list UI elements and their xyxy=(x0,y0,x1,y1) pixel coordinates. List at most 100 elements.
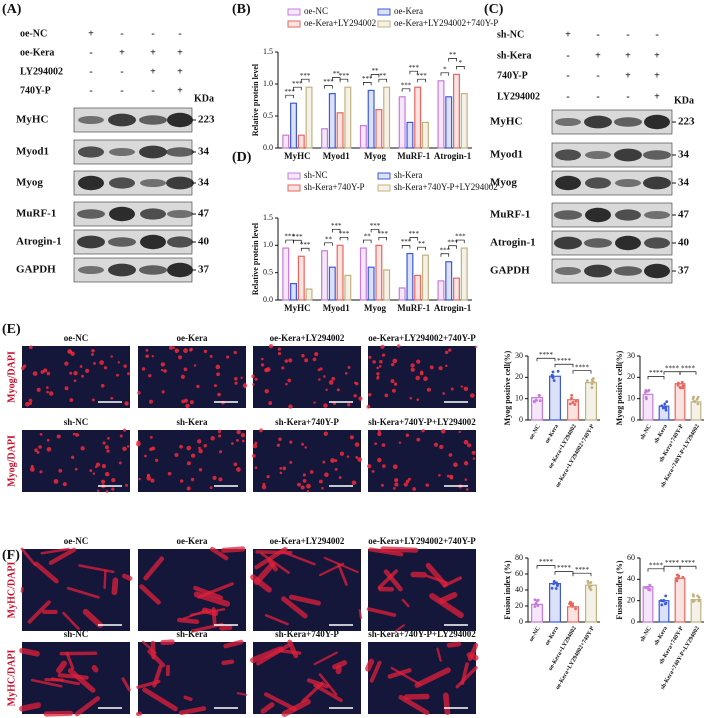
significance-bracket xyxy=(440,253,450,257)
data-point xyxy=(679,386,683,390)
data-point xyxy=(662,598,666,602)
nucleus xyxy=(99,360,104,365)
significance-label: ** xyxy=(449,51,457,59)
image-label: sh-Kera xyxy=(177,629,208,639)
nucleus xyxy=(151,446,156,451)
significance-bracket xyxy=(339,236,349,241)
data-point xyxy=(556,582,560,586)
nucleus xyxy=(161,390,165,394)
blot-band xyxy=(615,209,641,221)
legend-label: oe-NC xyxy=(304,6,328,16)
data-point xyxy=(680,380,684,384)
nucleus xyxy=(392,358,398,364)
myotube xyxy=(455,666,478,689)
nucleus xyxy=(458,430,462,434)
nucleus xyxy=(73,371,78,376)
y-tick-label: 0.5 xyxy=(263,267,273,276)
blot-band xyxy=(77,235,105,249)
significance-bracket xyxy=(300,247,310,252)
nucleus xyxy=(392,486,396,490)
significance-label: **** xyxy=(575,566,590,574)
nucleus xyxy=(394,482,399,487)
data-point xyxy=(643,390,647,394)
nucleus xyxy=(302,473,306,477)
condition-sign: - xyxy=(89,66,92,77)
nucleus xyxy=(323,403,328,408)
significance-bracket xyxy=(293,86,302,91)
significance-label: **** xyxy=(649,369,664,377)
nucleus xyxy=(72,432,76,436)
data-point xyxy=(648,583,652,587)
condition-sign: - xyxy=(120,28,123,39)
myotube xyxy=(27,600,51,624)
nucleus xyxy=(334,459,338,463)
myotube xyxy=(19,647,40,657)
micrograph xyxy=(368,430,476,492)
x-tick-label: oe-Kera+LY294002+740Y-P xyxy=(555,423,596,488)
bar xyxy=(406,121,414,149)
image-label: sh-Kera+740Y-P+LY294002 xyxy=(368,417,476,427)
nucleus xyxy=(160,362,166,367)
nucleus xyxy=(148,373,152,378)
nucleus xyxy=(265,367,271,372)
nucleus xyxy=(149,435,153,439)
data-point xyxy=(695,397,699,401)
nucleus xyxy=(233,350,237,355)
condition-sign: - xyxy=(596,91,599,102)
kda-unit: KDa xyxy=(674,95,694,106)
nucleus xyxy=(281,366,285,370)
significance-bracket xyxy=(401,88,411,92)
nucleus xyxy=(324,472,329,478)
nucleus xyxy=(252,443,258,449)
nucleus xyxy=(32,371,38,376)
nucleus xyxy=(217,392,221,397)
myotube xyxy=(278,649,302,655)
kda-value: 37 xyxy=(678,265,690,277)
myotube xyxy=(221,659,235,666)
y-tick-label: 1.5 xyxy=(263,213,273,222)
bar xyxy=(690,401,702,421)
stain-label: Myog/DAPI xyxy=(6,435,17,487)
y-tick-label: 1.0 xyxy=(263,240,273,249)
bar xyxy=(290,102,298,149)
significance-label: **** xyxy=(575,363,590,371)
data-point xyxy=(554,587,558,590)
significance-label: *** xyxy=(447,238,458,246)
nucleus xyxy=(367,463,372,469)
nucleus xyxy=(141,367,146,371)
nucleus xyxy=(46,447,52,452)
nucleus xyxy=(20,366,25,371)
nucleus xyxy=(196,384,200,389)
nucleus xyxy=(236,467,241,472)
myotube xyxy=(306,678,330,689)
myotube xyxy=(176,617,200,625)
x-tick-label: MyHC xyxy=(284,303,311,313)
nucleus xyxy=(189,348,193,352)
myotube xyxy=(429,593,464,619)
blot-band xyxy=(554,236,582,250)
nucleus xyxy=(322,460,326,464)
nucleus xyxy=(377,431,382,437)
condition-sign: + xyxy=(625,50,631,61)
bar xyxy=(566,399,579,421)
nucleus xyxy=(212,475,217,480)
nucleus xyxy=(81,374,84,378)
image-label: sh-Kera+740Y-P xyxy=(275,629,339,639)
nucleus xyxy=(183,398,189,403)
significance-bracket xyxy=(324,85,333,89)
legend-swatch xyxy=(377,172,391,180)
condition-sign: - xyxy=(596,70,599,81)
myotube xyxy=(160,639,175,646)
condition-sign: - xyxy=(626,29,629,40)
bar xyxy=(421,121,429,149)
bar xyxy=(658,405,670,421)
data-point xyxy=(570,393,574,397)
nucleus xyxy=(80,446,85,451)
y-axis-label: Myog positive cell(%) xyxy=(615,350,624,425)
nucleus xyxy=(453,462,458,468)
micrograph xyxy=(138,549,246,631)
nucleus xyxy=(183,367,188,372)
significance-label: **** xyxy=(557,357,572,365)
condition-sign: - xyxy=(655,29,658,40)
nucleus xyxy=(446,474,450,478)
